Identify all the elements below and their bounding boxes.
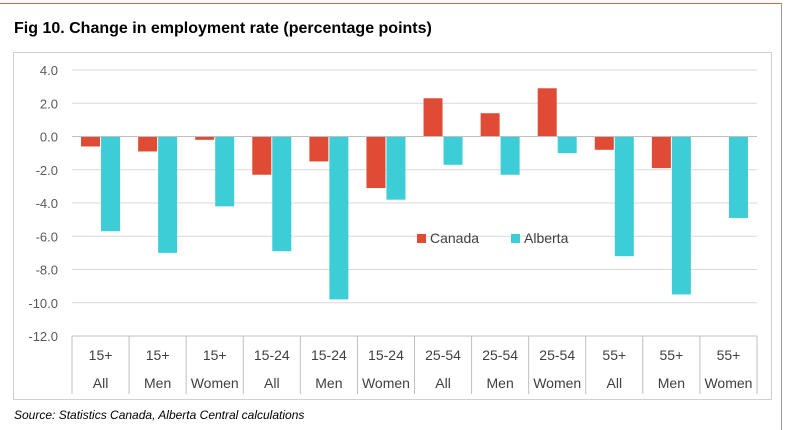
bar-alberta xyxy=(386,136,406,200)
bar-alberta xyxy=(671,136,691,295)
bar-canada xyxy=(480,113,500,137)
x-tick-label-age: 15+ xyxy=(89,347,113,363)
x-tick-label-age: 55+ xyxy=(660,347,684,363)
x-tick-label-age: 15-24 xyxy=(311,347,347,363)
bar-canada xyxy=(81,136,101,147)
bar-canada xyxy=(309,136,329,162)
chart-title: Fig 10. Change in employment rate (perce… xyxy=(14,20,432,37)
legend-label-canada: Canada xyxy=(430,230,479,246)
x-tick-label-sex: Women xyxy=(704,375,752,391)
legend-label-alberta: Alberta xyxy=(524,230,569,246)
frame-right-line xyxy=(781,3,782,430)
x-tick-label-sex: Men xyxy=(487,375,514,391)
bar-alberta xyxy=(557,136,577,154)
bar-alberta xyxy=(443,136,463,165)
bars xyxy=(81,88,748,300)
bar-alberta xyxy=(158,136,178,253)
y-tick-label: -8.0 xyxy=(36,263,58,278)
y-tick-label: -4.0 xyxy=(36,196,58,211)
y-tick-label: 0.0 xyxy=(40,130,58,145)
bar-canada xyxy=(594,136,614,150)
bar-canada xyxy=(423,98,443,137)
x-tick-label-sex: Men xyxy=(144,375,171,391)
x-tick-label-age: 25-54 xyxy=(482,347,518,363)
bar-alberta xyxy=(728,136,748,218)
legend-swatch-canada xyxy=(417,234,426,243)
bar-canada xyxy=(651,136,671,169)
legend-swatch-alberta xyxy=(511,234,520,243)
y-tick-label: 4.0 xyxy=(40,63,58,78)
x-tick-label-age: 25-54 xyxy=(539,347,575,363)
bar-canada xyxy=(195,136,215,140)
y-tick-label: -10.0 xyxy=(28,296,58,311)
source-note: Source: Statistics Canada, Alberta Centr… xyxy=(14,408,305,422)
x-tick-label-age: 25-54 xyxy=(425,347,461,363)
x-tick-label-age: 55+ xyxy=(602,347,626,363)
x-tick-label-age: 55+ xyxy=(717,347,741,363)
x-tick-label-age: 15+ xyxy=(146,347,170,363)
bar-alberta xyxy=(329,136,349,300)
x-tick-label-sex: All xyxy=(607,375,623,391)
x-tick-label-sex: Men xyxy=(315,375,342,391)
bar-alberta xyxy=(614,136,634,257)
bar-canada xyxy=(366,136,386,189)
bar-alberta xyxy=(215,136,235,207)
x-tick-label-sex: All xyxy=(435,375,451,391)
x-tick-label-sex: All xyxy=(264,375,280,391)
y-tick-label: 2.0 xyxy=(40,96,58,111)
y-tick-labels: 4.0 2.0 0.0 -2.0 -4.0 -6.0 -8.0 -10.0 -12.0 xyxy=(28,63,58,344)
bar-alberta xyxy=(272,136,292,252)
y-tick-label: -2.0 xyxy=(36,163,58,178)
bar-canada xyxy=(252,136,272,175)
chart-area-border xyxy=(13,52,772,400)
x-tick-label-sex: Men xyxy=(658,375,685,391)
x-tick-label-sex: Women xyxy=(533,375,581,391)
bar-alberta xyxy=(500,136,520,175)
x-tick-label-age: 15-24 xyxy=(254,347,290,363)
x-tick-labels: 15+ All 15+ Men 15+ Women 15-24 All 15-24 Men 15-2… xyxy=(89,347,753,391)
axes xyxy=(71,136,758,394)
frame-top-line xyxy=(0,3,782,4)
y-tick-label: -12.0 xyxy=(28,329,58,344)
x-tick-label-sex: Women xyxy=(362,375,410,391)
y-tick-label: -6.0 xyxy=(36,229,58,244)
x-tick-label-age: 15-24 xyxy=(368,347,404,363)
x-tick-label-sex: Women xyxy=(191,375,239,391)
x-tick-label-sex: All xyxy=(93,375,109,391)
bar-canada xyxy=(537,88,557,137)
x-tick-label-age: 15+ xyxy=(203,347,227,363)
legend: Canada Alberta xyxy=(417,230,569,246)
bar-canada xyxy=(138,136,158,152)
bar-alberta xyxy=(101,136,121,232)
